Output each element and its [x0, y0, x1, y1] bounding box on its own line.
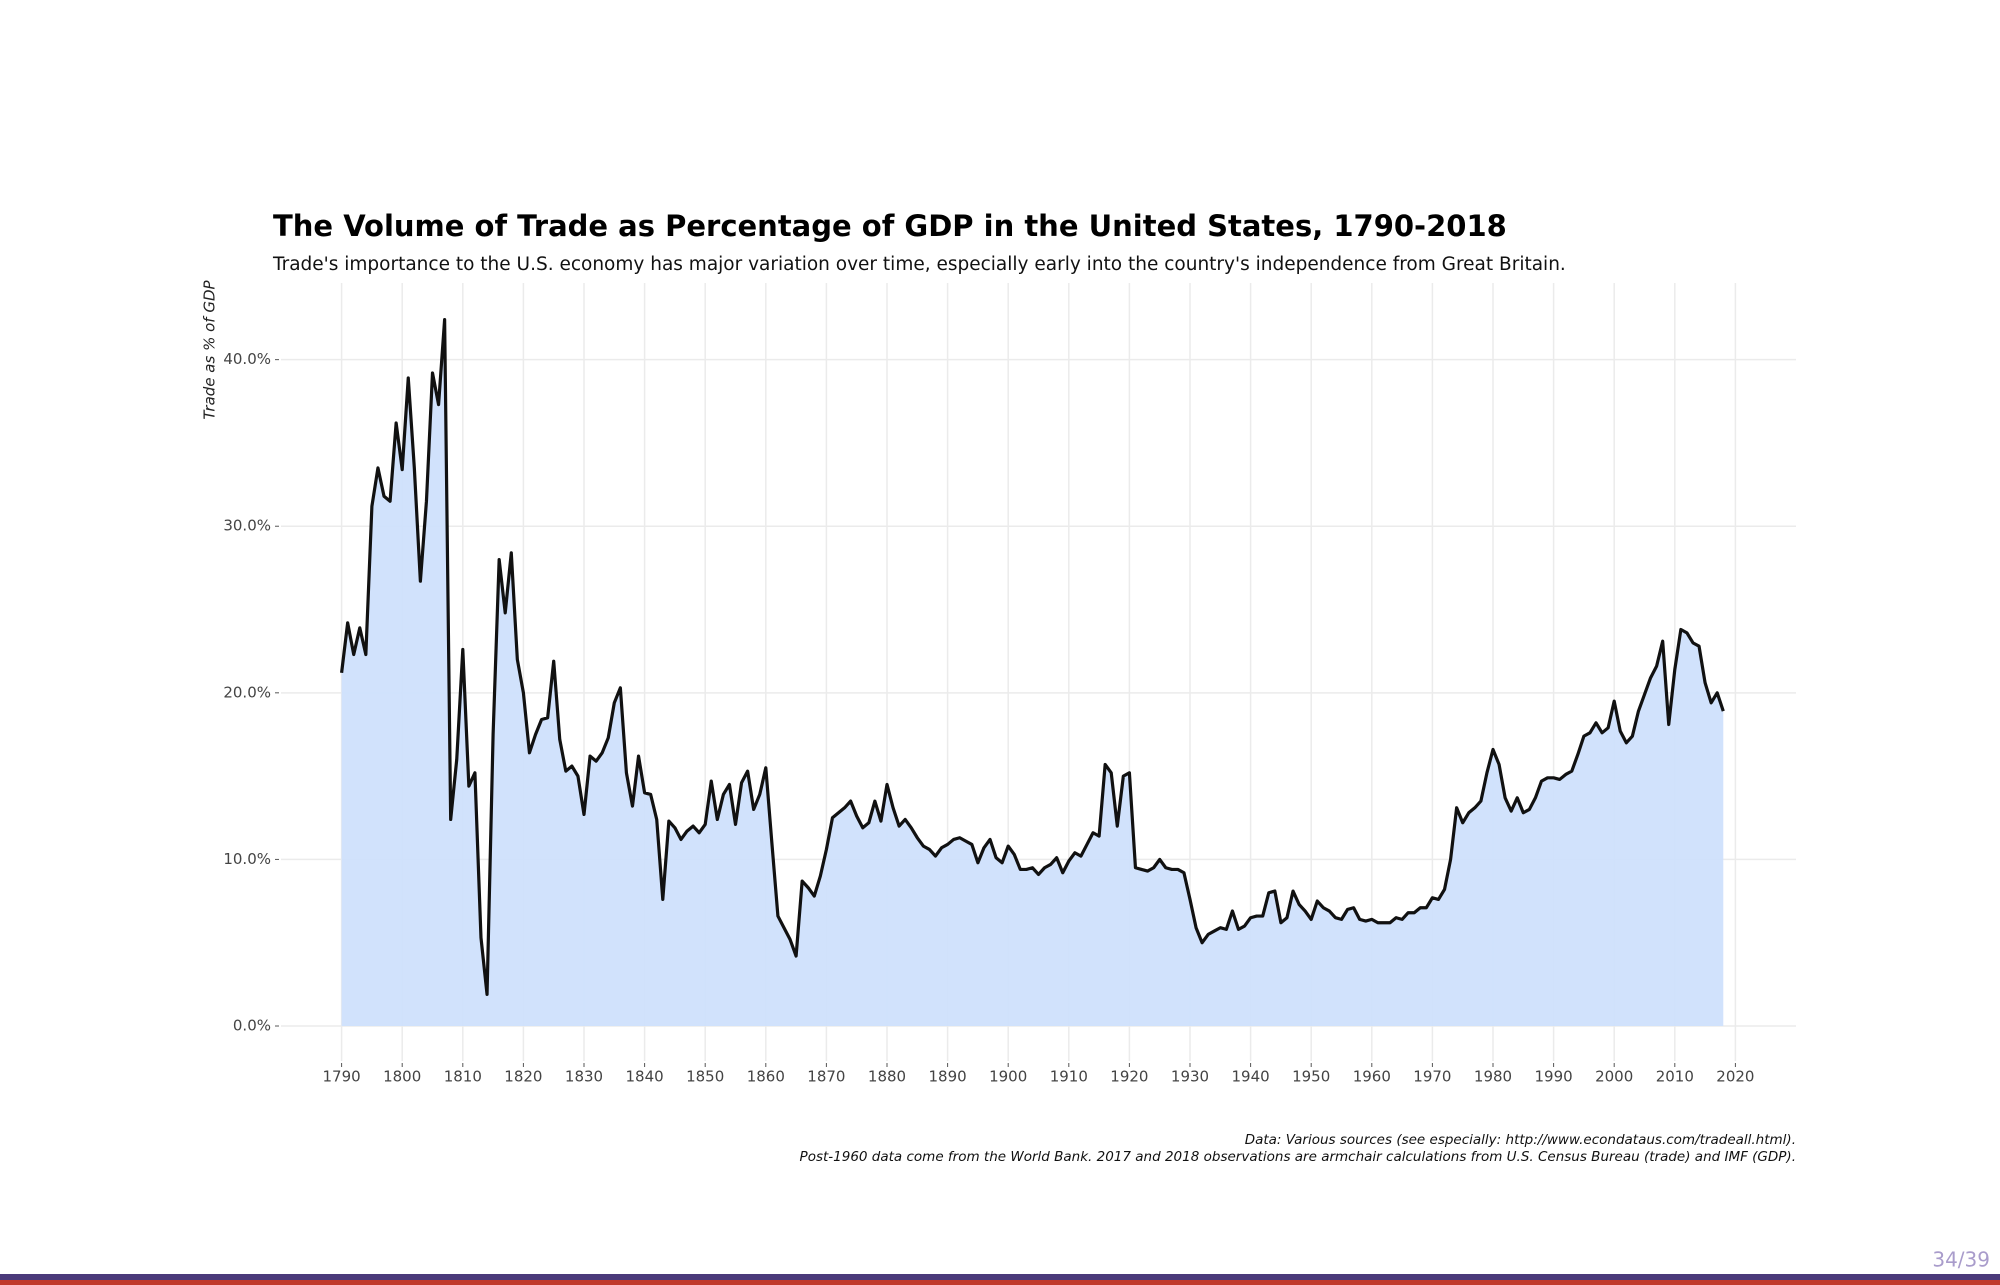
- y-tick-label: 40.0%: [223, 350, 271, 368]
- x-tick-label: 1810: [444, 1068, 482, 1086]
- x-tick-label: 2020: [1716, 1068, 1754, 1086]
- x-tick-label: 1980: [1474, 1068, 1512, 1086]
- chart-title: The Volume of Trade as Percentage of GDP…: [273, 209, 1507, 243]
- area-fill: [341, 319, 1724, 1027]
- caption: Data: Various sources (see especially: h…: [1245, 1132, 1796, 1148]
- x-tick-label: 1920: [1110, 1068, 1148, 1086]
- x-tick-label: 2000: [1595, 1068, 1633, 1086]
- y-tick-label: 0.0%: [233, 1017, 271, 1035]
- x-tick-label: 1950: [1292, 1068, 1330, 1086]
- page-number: 34/39: [1932, 1248, 1990, 1272]
- plot: 0.0% 10.0% 20.0% 30.0% 40.0% 1790 1800 1810 1820…: [223, 283, 1796, 1086]
- x-tick-label: 1790: [323, 1068, 361, 1086]
- x-tick-label: 1900: [989, 1068, 1027, 1086]
- x-tick-label: 1990: [1535, 1068, 1573, 1086]
- x-tick-label: 1850: [686, 1068, 724, 1086]
- x-tick-label: 1840: [626, 1068, 664, 1086]
- footer-bar: [0, 1274, 2000, 1280]
- data-line: [340, 318, 1725, 996]
- y-tick-label: 30.0%: [223, 517, 271, 535]
- x-tick-label: 1890: [929, 1068, 967, 1086]
- x-tick-label: 1910: [1050, 1068, 1088, 1086]
- x-tick-label: 1800: [383, 1068, 421, 1086]
- chart-subtitle: Trade's importance to the U.S. economy h…: [272, 254, 1566, 275]
- y-tick-label: 20.0%: [223, 683, 271, 701]
- x-tick-label: 1870: [807, 1068, 845, 1086]
- x-tick-label: 1830: [565, 1068, 603, 1086]
- y-axis-label: Trade as % of GDP: [201, 279, 219, 419]
- caption: Post-1960 data come from the World Bank.…: [800, 1149, 1796, 1165]
- footer-bar: [0, 1280, 2000, 1285]
- x-tick-label: 1820: [504, 1068, 542, 1086]
- x-tick-label: 2010: [1656, 1068, 1694, 1086]
- x-tick-label: 1970: [1413, 1068, 1451, 1086]
- x-tick-label: 1940: [1232, 1068, 1270, 1086]
- y-tick-label: 10.0%: [223, 850, 271, 868]
- x-tick-label: 1860: [747, 1068, 785, 1086]
- x-tick-label: 1880: [868, 1068, 906, 1086]
- x-tick-label: 1930: [1171, 1068, 1209, 1086]
- x-tick-label: 1960: [1353, 1068, 1391, 1086]
